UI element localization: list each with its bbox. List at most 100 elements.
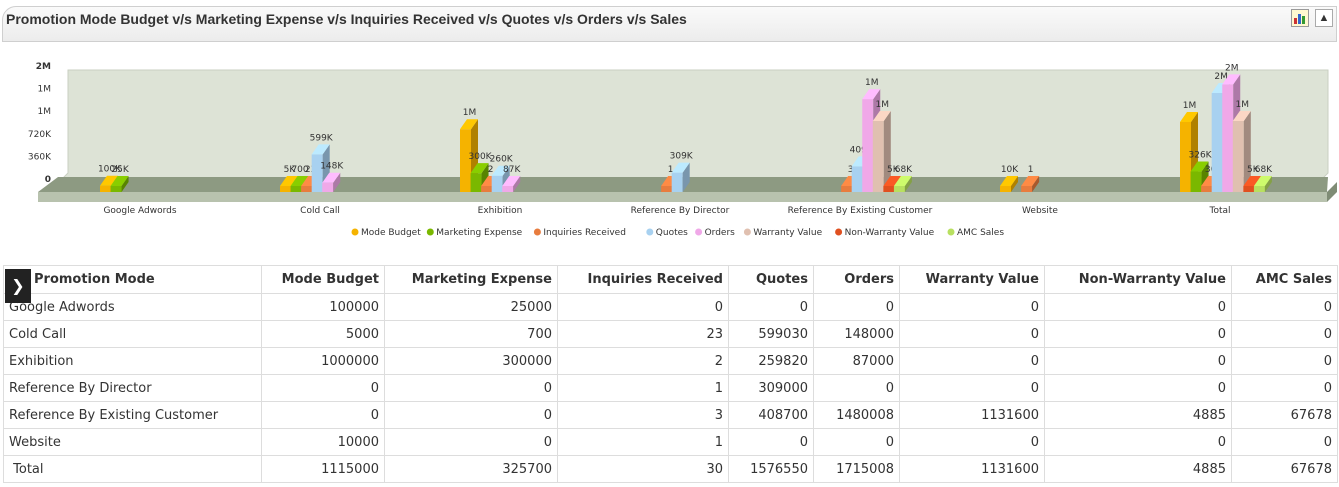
bar-top [862, 89, 881, 100]
table-cell: 0 [1231, 293, 1338, 321]
table-cell: 3 [557, 401, 729, 429]
data-label: 326K [1189, 151, 1213, 161]
column-header[interactable]: Mode Budget [261, 265, 385, 294]
x-category-label: Reference By Existing Customer [788, 206, 933, 216]
table-row: Website 10000 0 1 0 0 0 0 0 [3, 428, 1338, 456]
chart-floor-side [1327, 182, 1337, 202]
bar-front [1211, 93, 1223, 192]
bar-top [491, 165, 510, 176]
data-label: 309K [670, 152, 694, 162]
bar-top [110, 176, 129, 186]
table-cell: 0 [1044, 428, 1232, 456]
table-cell: 1131600 [899, 401, 1045, 429]
bar-front [1222, 84, 1234, 192]
bar-side [883, 110, 891, 192]
bar-top [311, 144, 330, 155]
bar-front [1180, 122, 1191, 192]
chart-floor-front [38, 192, 1327, 202]
table-cell: 259820 [728, 347, 814, 375]
bar-top [1021, 176, 1040, 186]
column-header[interactable]: Promotion Mode [3, 265, 262, 294]
table-cell: 0 [1044, 347, 1232, 375]
legend-marker [695, 228, 703, 236]
column-header[interactable]: Quotes [728, 265, 814, 294]
column-header[interactable]: Orders [813, 265, 900, 294]
row-label: Cold Call [3, 320, 262, 348]
data-label: 5K [887, 165, 900, 175]
bar-front [280, 186, 291, 192]
bar-top [100, 175, 118, 186]
chart-back-wall [56, 69, 1329, 184]
table-cell: 0 [1044, 293, 1232, 321]
table-cell: 1 [557, 374, 729, 402]
bar-front [1253, 186, 1265, 192]
data-label: 409K [850, 145, 874, 155]
data-label: 3 [848, 165, 854, 175]
table-cell: 325700 [384, 455, 558, 483]
y-tick-label: 720K [28, 130, 52, 140]
legend-label: Orders [705, 228, 736, 238]
table-row: Total 1115000 325700 30 1576550 1715008 113160… [3, 455, 1338, 483]
chevron-up-icon[interactable]: ▲ [1315, 9, 1333, 27]
row-label: Total [3, 455, 262, 483]
table-cell: 1 [557, 428, 729, 456]
bar-front [481, 186, 493, 192]
table-cell: 1000000 [261, 347, 385, 375]
bar-top [460, 119, 478, 130]
bar-front [851, 166, 863, 192]
data-table: Promotion Mode Mode Budget Marketing Expen… [3, 265, 1338, 483]
table-cell: 0 [899, 374, 1045, 402]
data-label: 1 [668, 165, 674, 175]
table-cell: 700 [384, 320, 558, 348]
x-category-label: Exhibition [478, 206, 523, 216]
data-label: 68K [1255, 165, 1273, 175]
data-label: 2M [1225, 63, 1239, 73]
legend-marker [743, 228, 751, 236]
bar-side [904, 176, 912, 192]
legend-marker [351, 228, 359, 236]
table-cell: 0 [1044, 320, 1232, 348]
bar-front [1000, 186, 1011, 192]
data-label: 5K [284, 165, 297, 175]
column-header[interactable]: AMC Sales [1231, 265, 1338, 294]
bar-front [671, 172, 683, 192]
bar-side [1264, 176, 1272, 192]
table-cell: 0 [728, 428, 814, 456]
data-label: 30 [1205, 165, 1217, 175]
panel-header [2, 6, 1337, 42]
x-category-label: Website [1022, 206, 1058, 216]
data-label: 599K [310, 133, 334, 143]
bar-top [1000, 176, 1018, 186]
data-label: 1M [463, 108, 477, 118]
table-cell: 0 [813, 374, 900, 402]
x-category-label: Reference By Director [631, 206, 730, 216]
table-cell: 5000 [261, 320, 385, 348]
table-cell: 87000 [813, 347, 900, 375]
data-label: 260K [490, 155, 514, 165]
bar-top [883, 176, 902, 186]
data-label: 5K [1247, 165, 1260, 175]
bar-front [290, 186, 302, 192]
table-cell: 309000 [728, 374, 814, 402]
bar-side [333, 172, 341, 192]
column-header[interactable]: Warranty Value [899, 265, 1045, 294]
table-cell: 0 [261, 374, 385, 402]
table-cell: 25000 [384, 293, 558, 321]
table-cell: 0 [899, 347, 1045, 375]
table-cell: 1480008 [813, 401, 900, 429]
bar-front [862, 99, 874, 192]
table-cell: 0 [1231, 347, 1338, 375]
data-label: 1M [1183, 101, 1197, 111]
data-label: 2 [488, 165, 494, 175]
bar-top [470, 163, 489, 174]
bar-front [1190, 171, 1202, 192]
bar-front [883, 186, 895, 192]
chevron-right-icon[interactable]: ❯ [5, 269, 31, 303]
column-header[interactable]: Non-Warranty Value [1044, 265, 1232, 294]
table-cell: 1115000 [261, 455, 385, 483]
column-header[interactable]: Marketing Expense [384, 265, 558, 294]
column-header[interactable]: Inquiries Received [557, 265, 729, 294]
bar-chart-icon[interactable] [1291, 9, 1309, 27]
table-cell: 408700 [728, 401, 814, 429]
